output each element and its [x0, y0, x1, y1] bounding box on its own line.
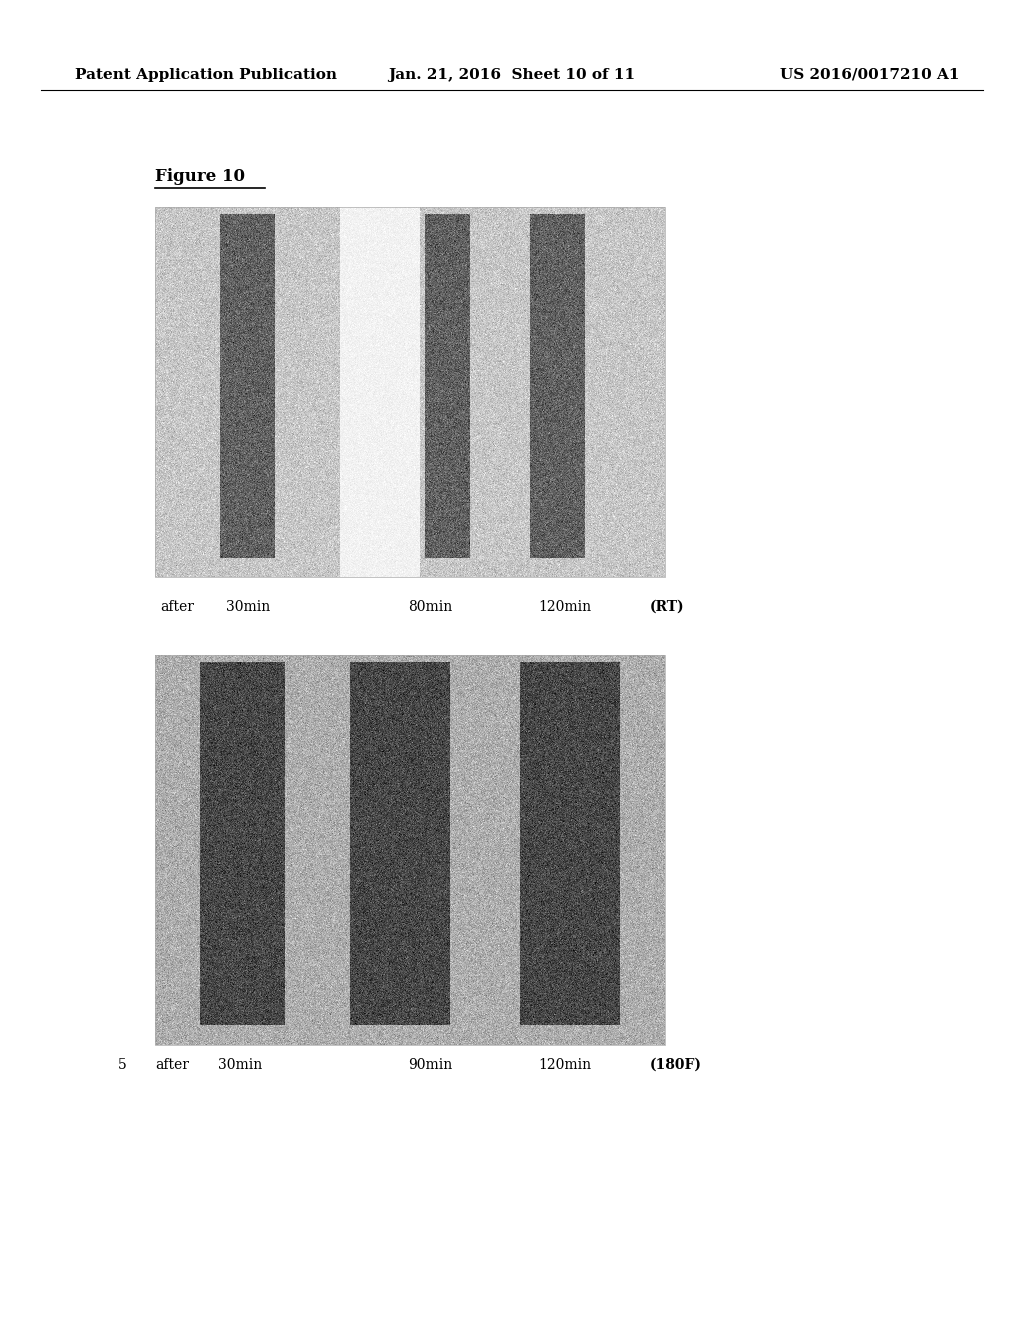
Text: 90min: 90min — [408, 1059, 453, 1072]
Text: Jan. 21, 2016  Sheet 10 of 11: Jan. 21, 2016 Sheet 10 of 11 — [388, 69, 636, 82]
Bar — [155, 655, 665, 1045]
Text: Patent Application Publication: Patent Application Publication — [75, 69, 337, 82]
Text: 80min: 80min — [408, 601, 453, 614]
Text: 120min: 120min — [539, 601, 592, 614]
Text: (180F): (180F) — [650, 1059, 702, 1072]
Text: 5: 5 — [118, 1059, 127, 1072]
Text: Figure 10: Figure 10 — [155, 168, 245, 185]
Bar — [155, 207, 665, 577]
Text: after: after — [155, 1059, 189, 1072]
Text: 30min: 30min — [226, 601, 270, 614]
Text: US 2016/0017210 A1: US 2016/0017210 A1 — [780, 69, 961, 82]
Text: 120min: 120min — [539, 1059, 592, 1072]
Text: 30min: 30min — [218, 1059, 262, 1072]
Text: after: after — [160, 601, 194, 614]
Text: (RT): (RT) — [650, 601, 685, 614]
